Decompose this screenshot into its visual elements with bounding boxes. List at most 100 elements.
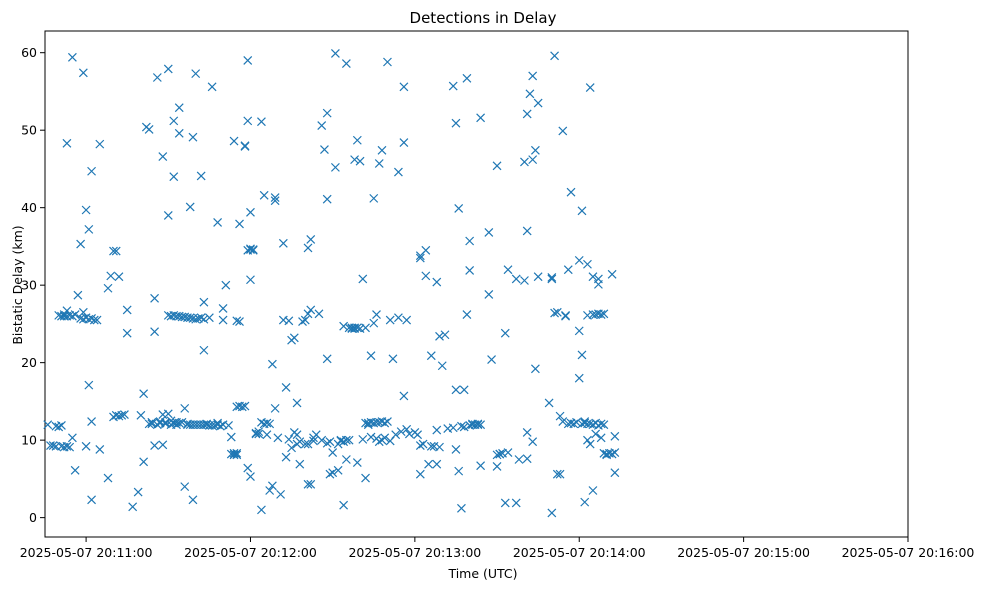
data-point-381: [563, 265, 573, 275]
data-point-316: [451, 445, 461, 454]
data-point-227: [328, 448, 338, 457]
data-point-87: [169, 116, 179, 126]
data-point-283: [393, 313, 403, 323]
data-point-48: [109, 246, 118, 256]
data-point-370: [550, 51, 560, 61]
data-point-61: [139, 389, 149, 399]
data-point-369: [547, 508, 557, 518]
data-point-225: [325, 469, 335, 479]
data-point-121: [199, 297, 209, 307]
data-point-28: [78, 68, 88, 78]
data-point-9: [57, 420, 66, 430]
data-point-240: [344, 435, 354, 445]
data-point-425: [610, 431, 620, 441]
data-point-178: [262, 430, 272, 440]
data-point-315: [451, 385, 461, 395]
data-point-310: [440, 330, 450, 340]
data-point-214: [309, 436, 318, 446]
data-point-345: [500, 328, 510, 338]
data-point-398: [583, 259, 592, 269]
data-point-390: [577, 350, 587, 360]
data-point-332: [473, 420, 483, 430]
data-point-144: [229, 450, 239, 460]
x-tick-label: 2025-05-07 20:12:00: [184, 545, 317, 560]
data-point-336: [484, 228, 494, 237]
data-point-339: [492, 462, 502, 471]
data-point-360: [528, 155, 538, 165]
data-point-132: [213, 217, 223, 227]
data-point-424: [610, 448, 620, 457]
data-point-235: [339, 321, 349, 331]
data-point-414: [596, 419, 606, 429]
data-point-251: [355, 156, 365, 166]
data-point-224: [325, 437, 335, 447]
data-point-244: [350, 155, 360, 165]
x-axis-label: Time (UTC): [447, 566, 517, 581]
data-point-287: [399, 138, 409, 148]
x-tick-label: 2025-05-07 20:14:00: [513, 545, 646, 560]
data-point-20: [67, 433, 77, 443]
data-point-49: [111, 246, 121, 256]
data-point-80: [163, 64, 173, 74]
data-point-69: [150, 293, 160, 303]
data-point-179: [265, 419, 275, 429]
data-point-248: [352, 323, 362, 333]
y-axis: 0 10 20 30 40 50 60: [21, 45, 45, 525]
y-tick-label: 0: [29, 510, 37, 525]
data-point-51: [114, 411, 124, 421]
data-point-346: [500, 498, 510, 508]
data-point-123: [199, 345, 209, 355]
data-point-177: [262, 418, 272, 428]
data-point-297: [418, 439, 428, 449]
data-point-153: [237, 402, 247, 412]
data-point-0: [43, 420, 53, 430]
data-point-275: [380, 433, 390, 443]
data-point-279: [385, 315, 395, 325]
data-point-355: [522, 109, 532, 119]
data-point-305: [432, 459, 442, 469]
data-point-399: [585, 439, 595, 449]
data-point-58: [133, 487, 143, 497]
data-point-338: [487, 355, 496, 364]
data-point-35: [84, 224, 94, 234]
data-point-151: [235, 219, 244, 229]
data-point-185: [270, 196, 280, 206]
data-point-359: [528, 71, 538, 81]
data-point-190: [281, 452, 291, 462]
data-point-200: [292, 398, 302, 408]
data-point-52: [114, 272, 124, 282]
data-point-137: [218, 303, 228, 313]
data-point-271: [377, 145, 387, 155]
data-point-229: [330, 49, 340, 58]
data-point-43: [95, 445, 105, 454]
data-point-88: [169, 172, 179, 182]
data-point-377: [558, 417, 568, 426]
data-point-284: [396, 427, 406, 437]
data-point-324: [462, 73, 472, 83]
data-point-362: [530, 145, 540, 155]
data-point-353: [520, 157, 529, 167]
data-point-201: [295, 437, 305, 447]
data-point-109: [188, 132, 198, 142]
data-point-70: [152, 73, 162, 82]
x-tick-label: 2025-05-07 20:16:00: [842, 545, 975, 560]
data-point-202: [295, 459, 305, 469]
data-point-163: [246, 207, 255, 217]
y-tick-label: 10: [21, 433, 37, 448]
data-point-417: [599, 309, 609, 319]
data-point-351: [514, 455, 524, 464]
data-point-277: [383, 417, 392, 426]
data-point-228: [330, 162, 340, 172]
data-point-23: [70, 310, 80, 320]
data-point-270: [374, 437, 384, 447]
data-point-288: [402, 424, 412, 434]
data-point-122: [199, 314, 209, 324]
data-point-158: [243, 116, 253, 126]
data-point-209: [303, 309, 313, 319]
data-point-19: [67, 311, 77, 321]
data-point-388: [574, 326, 584, 336]
data-point-293: [415, 253, 425, 263]
data-point-94: [174, 103, 184, 113]
data-point-371: [550, 308, 560, 318]
data-point-171: [254, 429, 264, 439]
